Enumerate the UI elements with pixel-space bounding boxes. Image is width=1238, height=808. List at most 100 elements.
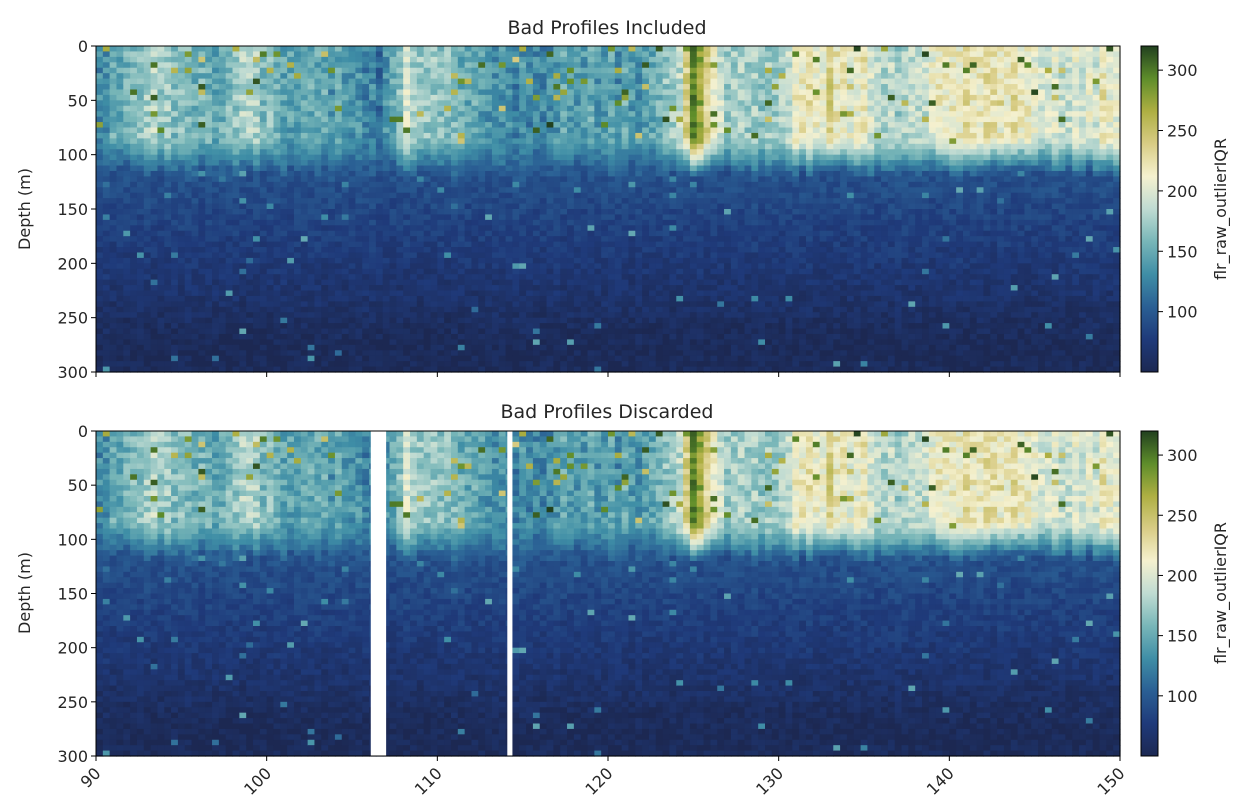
heatmap-cell — [485, 105, 493, 112]
heatmap-cell — [259, 62, 268, 69]
heatmap-cell — [177, 236, 186, 243]
heatmap-cell — [560, 333, 568, 340]
heatmap-cell — [164, 149, 172, 156]
heatmap-cell — [648, 209, 657, 216]
heatmap-cell — [485, 154, 493, 161]
heatmap-cell — [546, 274, 554, 281]
heatmap-cell — [246, 170, 254, 177]
heatmap-cell — [519, 100, 527, 107]
heatmap-cell — [212, 198, 220, 205]
heatmap-cell — [389, 122, 397, 129]
heatmap-cell — [526, 51, 534, 58]
heatmap-cell — [642, 62, 650, 69]
heatmap-cell — [184, 105, 193, 112]
heatmap-cell — [519, 263, 527, 270]
heatmap-cell — [280, 263, 288, 270]
heatmap-cell — [437, 219, 445, 226]
heatmap-cell — [573, 306, 582, 313]
heatmap-cell — [150, 138, 159, 145]
heatmap-cell — [96, 209, 104, 216]
heatmap-cell — [457, 317, 466, 324]
heatmap-cell — [96, 257, 104, 264]
heatmap-cell — [396, 84, 404, 91]
heatmap-cell — [96, 89, 104, 96]
heatmap-cell — [519, 73, 527, 80]
heatmap-cell — [116, 89, 124, 96]
heatmap-cell — [594, 192, 602, 199]
heatmap-cell — [130, 344, 138, 351]
heatmap-cell — [130, 268, 138, 275]
heatmap-cell — [355, 51, 363, 58]
heatmap-cell — [164, 241, 172, 248]
heatmap-cell — [423, 203, 432, 210]
heatmap-cell — [184, 198, 193, 205]
heatmap-cell — [136, 56, 145, 63]
heatmap-cell — [512, 312, 520, 319]
heatmap-cell — [389, 84, 397, 91]
heatmap-cell — [239, 56, 247, 63]
heatmap-cell — [642, 290, 650, 297]
heatmap-cell — [218, 56, 227, 63]
heatmap-cell — [328, 181, 336, 188]
heatmap-cell — [266, 94, 275, 101]
heatmap-cell — [430, 366, 438, 373]
heatmap-cell — [519, 84, 527, 91]
heatmap-cell — [328, 149, 336, 156]
heatmap-cell — [300, 344, 309, 351]
heatmap-cell — [246, 165, 254, 172]
heatmap-cell — [423, 143, 432, 150]
heatmap-cell — [382, 274, 391, 281]
heatmap-cell — [314, 333, 322, 340]
heatmap-cell — [307, 143, 316, 150]
heatmap-cell — [300, 73, 309, 80]
heatmap-cell — [157, 236, 165, 243]
heatmap-cell — [150, 84, 159, 91]
heatmap-cell — [102, 56, 111, 63]
heatmap-cell — [553, 295, 561, 302]
heatmap-cell — [157, 339, 165, 346]
heatmap-cell — [485, 94, 493, 101]
heatmap-cell — [464, 111, 473, 118]
heatmap-cell — [512, 84, 520, 91]
heatmap-cell — [573, 138, 582, 145]
heatmap-cell — [519, 344, 527, 351]
heatmap-cell — [375, 84, 384, 91]
heatmap-cell — [553, 132, 561, 139]
heatmap-cell — [628, 89, 636, 96]
heatmap-cell — [587, 361, 595, 368]
heatmap-cell — [109, 143, 118, 150]
heatmap-cell — [594, 209, 602, 216]
heatmap-cell — [471, 209, 479, 216]
heatmap-cell — [218, 225, 227, 232]
heatmap-cell — [450, 301, 459, 308]
heatmap-cell — [341, 176, 350, 183]
heatmap-cell — [594, 355, 602, 362]
heatmap-cell — [430, 230, 438, 237]
heatmap-cell — [478, 203, 486, 210]
heatmap-cell — [587, 62, 595, 69]
heatmap-cell — [184, 339, 193, 346]
heatmap-cell — [642, 317, 650, 324]
heatmap-cell — [648, 73, 657, 80]
heatmap-cell — [109, 100, 118, 107]
heatmap-cell — [239, 361, 247, 368]
heatmap-cell — [594, 127, 602, 134]
heatmap-cell — [580, 344, 589, 351]
heatmap-cell — [457, 219, 466, 226]
heatmap-cell — [635, 149, 643, 156]
heatmap-cell — [116, 268, 124, 275]
heatmap-cell — [136, 203, 145, 210]
heatmap-cell — [423, 241, 432, 248]
heatmap-cell — [457, 138, 466, 145]
heatmap-cell — [136, 187, 145, 194]
heatmap-cell — [321, 344, 329, 351]
heatmap-cell — [450, 67, 459, 74]
heatmap-cell — [225, 94, 234, 101]
heatmap-cell — [423, 51, 432, 58]
heatmap-cell — [150, 100, 159, 107]
heatmap-cell — [164, 181, 172, 188]
heatmap-cell — [375, 46, 384, 53]
heatmap-cell — [560, 46, 568, 53]
heatmap-cell — [307, 285, 316, 292]
heatmap-cell — [191, 73, 199, 80]
